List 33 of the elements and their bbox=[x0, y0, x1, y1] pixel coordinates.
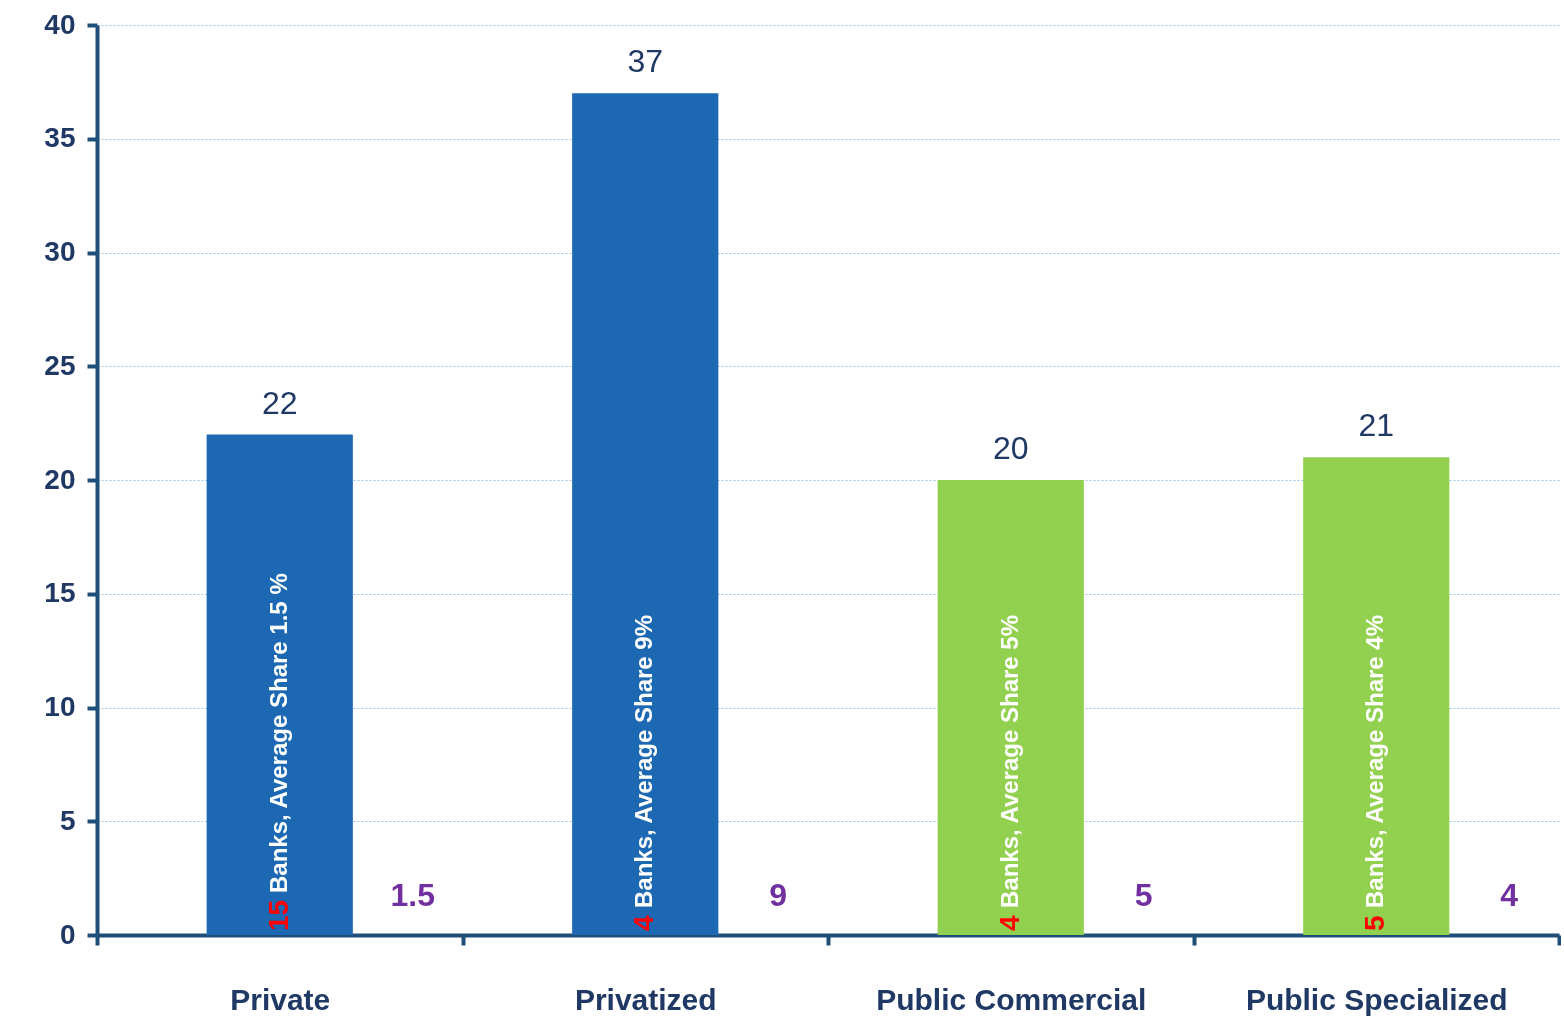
annotation: Banks, Average Share 5% bbox=[995, 614, 1023, 908]
x-tick-label: Public Commercial bbox=[876, 982, 1147, 1016]
annotation: Banks, Average Share 1.5 % bbox=[264, 573, 292, 893]
annotation: 4 bbox=[628, 915, 660, 931]
data-label: 21 bbox=[1358, 407, 1395, 444]
x-tick-label: Private bbox=[230, 982, 331, 1016]
y-tick-label: 35 bbox=[44, 122, 76, 154]
annotation: 9 bbox=[769, 877, 788, 913]
data-label: 37 bbox=[627, 43, 664, 80]
y-tick-label: 40 bbox=[44, 8, 76, 40]
y-tick-label: 5 bbox=[59, 804, 76, 836]
bar bbox=[937, 480, 1084, 935]
annotation: 4 bbox=[1500, 877, 1519, 913]
data-label: 22 bbox=[261, 384, 298, 421]
y-tick-label: 0 bbox=[59, 918, 76, 950]
y-tick-label: 15 bbox=[44, 577, 76, 609]
data-label: 20 bbox=[992, 430, 1029, 466]
x-tick-label: Privatized bbox=[574, 982, 717, 1016]
y-tick-label: 20 bbox=[44, 463, 76, 495]
y-tick-label: 10 bbox=[44, 691, 76, 722]
annotation: 4 bbox=[993, 915, 1025, 931]
y-tick-label: 30 bbox=[44, 236, 76, 267]
annotation: 15 bbox=[262, 899, 294, 931]
bar bbox=[1303, 457, 1450, 935]
x-tick-label: Public Specialized bbox=[1245, 982, 1508, 1016]
annotation: 5 bbox=[1134, 877, 1153, 913]
annotation: 5 bbox=[1359, 915, 1391, 931]
annotation: 1.5 bbox=[390, 877, 435, 913]
annotation: Banks, Average Share 9% bbox=[630, 614, 658, 908]
bar bbox=[572, 93, 719, 935]
bar bbox=[206, 434, 353, 935]
annotation: Banks, Average Share 4% bbox=[1361, 614, 1389, 908]
y-tick-label: 25 bbox=[44, 349, 76, 381]
